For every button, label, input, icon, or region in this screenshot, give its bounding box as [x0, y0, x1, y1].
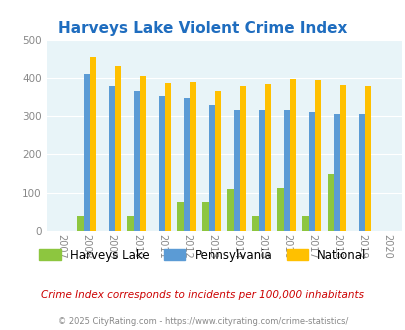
Bar — [208, 106, 214, 231]
Bar — [127, 216, 133, 231]
Bar — [164, 83, 171, 231]
Bar — [339, 85, 345, 231]
Bar — [333, 114, 339, 231]
Bar — [252, 216, 258, 231]
Bar — [202, 202, 208, 231]
Bar — [239, 86, 245, 231]
Bar — [302, 216, 308, 231]
Legend: Harveys Lake, Pennsylvania, National: Harveys Lake, Pennsylvania, National — [34, 244, 371, 266]
Bar — [214, 91, 221, 231]
Bar — [227, 189, 233, 231]
Bar — [90, 57, 96, 231]
Text: Crime Index corresponds to incidents per 100,000 inhabitants: Crime Index corresponds to incidents per… — [41, 290, 364, 300]
Bar — [77, 216, 83, 231]
Bar — [289, 79, 296, 231]
Bar — [358, 114, 364, 231]
Bar — [233, 111, 239, 231]
Bar — [158, 96, 164, 231]
Bar — [283, 111, 289, 231]
Bar — [133, 91, 140, 231]
Bar — [183, 98, 190, 231]
Bar — [327, 174, 333, 231]
Bar — [277, 188, 283, 231]
Bar — [364, 86, 371, 231]
Bar — [140, 76, 146, 231]
Bar — [115, 66, 121, 231]
Bar — [83, 74, 90, 231]
Text: Harveys Lake Violent Crime Index: Harveys Lake Violent Crime Index — [58, 21, 347, 36]
Bar — [258, 111, 264, 231]
Bar — [109, 85, 115, 231]
Bar — [264, 84, 271, 231]
Bar — [177, 202, 183, 231]
Bar — [314, 80, 320, 231]
Text: © 2025 CityRating.com - https://www.cityrating.com/crime-statistics/: © 2025 CityRating.com - https://www.city… — [58, 317, 347, 326]
Bar — [190, 82, 196, 231]
Bar — [308, 112, 314, 231]
